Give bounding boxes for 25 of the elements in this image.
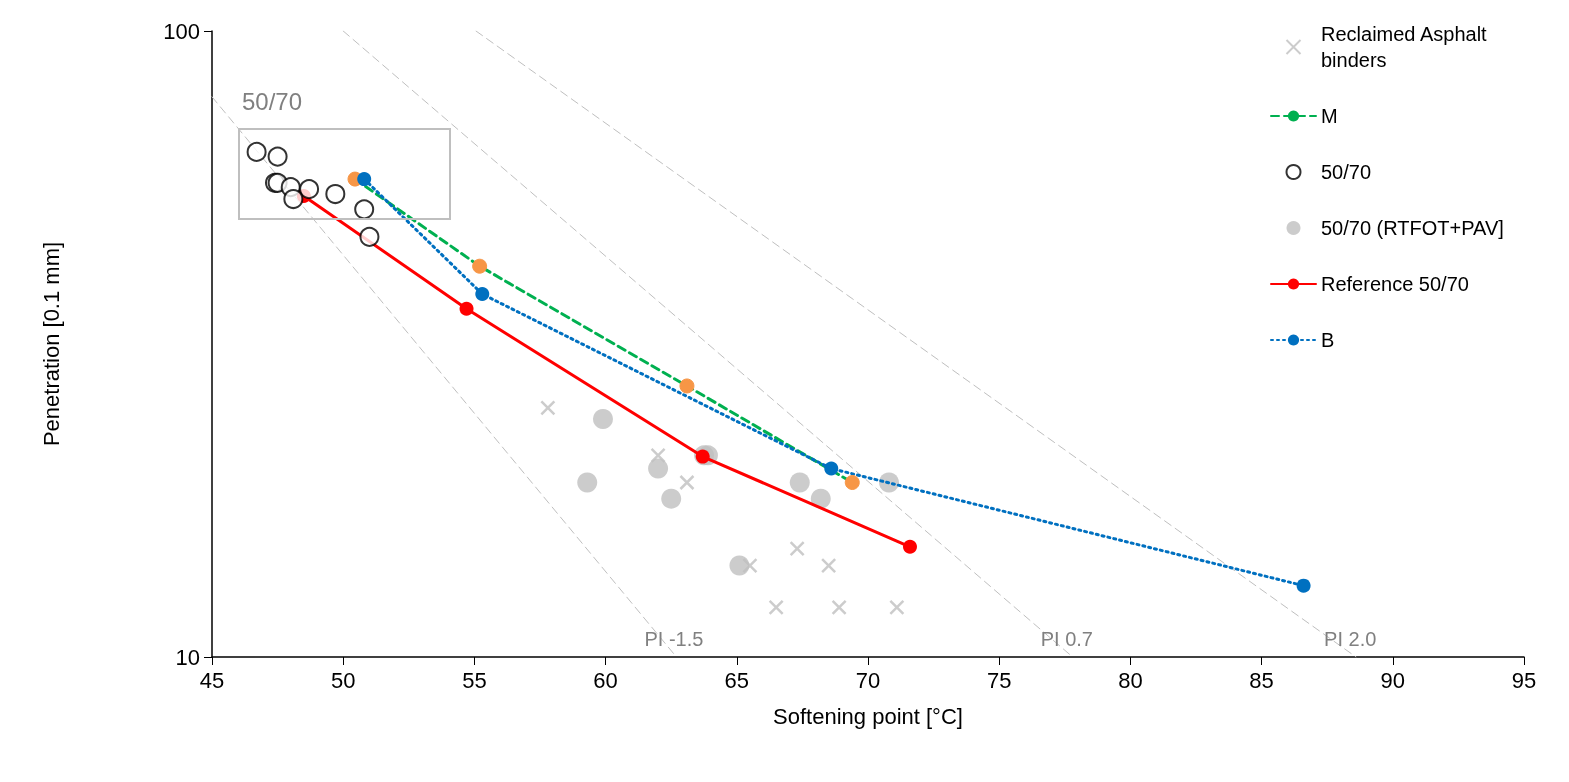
- x-tick-label: 70: [855, 667, 881, 693]
- series-label: PI 0.7: [1040, 628, 1093, 650]
- x-tick-label: 65: [724, 667, 750, 693]
- x-tick-label: 60: [593, 667, 618, 693]
- legend-label: Reference 50/70: [1321, 273, 1469, 295]
- y-axis-title: Penetration [0.1 mm]: [38, 241, 64, 447]
- x-axis-title: Softening point [°C]: [773, 703, 963, 729]
- y-tick-label: 10: [175, 644, 200, 670]
- x-tick-label: 85: [1249, 667, 1274, 693]
- x-tick-label: 80: [1118, 667, 1143, 693]
- legend-label: 50/70: [1321, 161, 1372, 183]
- annotation: 50/70: [242, 88, 303, 116]
- series-label: PI -1.5: [644, 628, 704, 650]
- x-tick-label: 50: [330, 667, 356, 693]
- x-tick-label: 95: [1511, 667, 1537, 693]
- legend-label: M: [1321, 105, 1338, 127]
- x-tick-label: 45: [199, 667, 225, 693]
- x-tick-label: 55: [462, 667, 487, 693]
- x-tick-label: 90: [1380, 667, 1406, 693]
- legend-label: Reclaimed Asphalt binders: [1321, 23, 1493, 71]
- y-tick-label: 100: [163, 18, 200, 44]
- legend-label: B: [1321, 329, 1335, 351]
- legend-label: 50/70 (RTFOT+PAV]: [1321, 217, 1504, 239]
- series-label: PI 2.0: [1324, 628, 1377, 650]
- x-tick-label: 75: [986, 667, 1012, 693]
